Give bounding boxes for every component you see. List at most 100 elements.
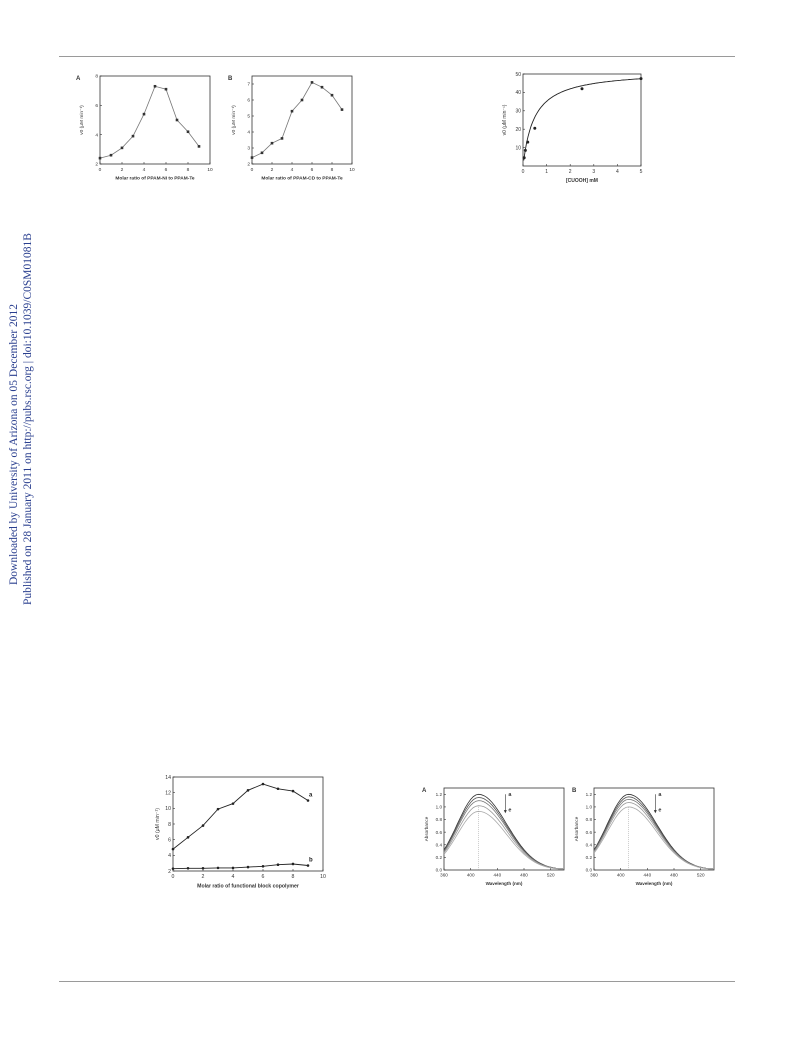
x-tick-label: 2: [202, 874, 205, 880]
data-point: [290, 109, 294, 113]
publication-notice: Published on 28 January 2011 on http://p…: [22, 233, 34, 605]
series-line: [172, 783, 309, 850]
spectrum-line: [443, 800, 564, 870]
fit-curve: [523, 78, 642, 161]
y-tick-label: 6: [247, 98, 250, 104]
data-point: [186, 836, 190, 839]
x-tick-label: 5: [640, 169, 643, 175]
x-tick-label: 6: [262, 874, 265, 880]
data-point: [186, 866, 190, 870]
spectrum-line: [443, 810, 564, 870]
data-point: [186, 130, 190, 134]
x-tick-label: 400: [617, 873, 625, 878]
x-axis-label: Molar ratio of PPAM-NI to PPAM-Te: [115, 176, 194, 182]
x-tick-label: 8: [292, 874, 295, 880]
panel-label: B: [572, 788, 577, 794]
y-tick-label: 2: [247, 162, 250, 168]
data-point: [246, 789, 250, 792]
data-point: [306, 864, 310, 867]
x-tick-label: 520: [547, 873, 555, 878]
data-point: [526, 140, 530, 144]
y-tick-label: 40: [515, 90, 521, 96]
x-tick-label: 440: [493, 873, 501, 878]
data-point: [261, 865, 265, 868]
y-tick-label: 0.0: [586, 868, 593, 873]
data-point: [201, 866, 205, 870]
y-axis-label: v0 (μM min⁻¹): [79, 105, 85, 135]
data-point: [340, 108, 344, 111]
x-tick-label: 480: [670, 873, 678, 878]
arrow-start-label: a: [658, 792, 662, 798]
x-tick-label: 6: [311, 167, 314, 173]
x-tick-label: 360: [440, 873, 448, 878]
x-tick-label: 4: [616, 169, 619, 175]
data-point: [142, 112, 146, 116]
x-tick-label: 480: [520, 873, 528, 878]
data-point: [291, 862, 295, 866]
spectrum-line: [593, 796, 714, 870]
y-tick-label: 4: [95, 132, 98, 138]
header-rule: [59, 56, 735, 57]
series-line: [251, 81, 343, 158]
data-point: [231, 802, 235, 805]
data-point: [522, 156, 526, 160]
y-tick-label: 0.8: [586, 817, 593, 822]
y-axis-label: Absorbance: [424, 816, 429, 841]
figure-cuooh-kinetics: 0 1 2 3 4 5 10 20 30 40 50 [CUOOH] mM v0 (μM min⁻¹): [495, 68, 660, 198]
plot-frame: [593, 787, 715, 871]
data-point: [246, 865, 250, 869]
y-axis-label: v0 (μM min⁻¹): [155, 808, 161, 840]
x-tick-label: 0: [522, 169, 525, 175]
x-axis-label: Molar ratio of PPAM-CD to PPAM-Te: [261, 176, 343, 182]
x-tick-label: 3: [592, 169, 595, 175]
data-point: [164, 87, 168, 91]
data-point: [300, 98, 304, 102]
x-tick-label: 520: [697, 873, 705, 878]
x-axis-label: Wavelength (nm): [486, 881, 523, 886]
series-line: [172, 863, 309, 870]
data-point: [250, 156, 254, 159]
data-point: [306, 799, 310, 802]
data-point: [260, 151, 264, 155]
series-line: [99, 85, 200, 159]
plot-frame: [443, 787, 565, 871]
y-tick-label: 5: [247, 114, 250, 120]
arrow-end-label: e: [508, 807, 511, 813]
panel-label: B: [228, 76, 233, 82]
x-tick-label: 10: [320, 874, 326, 880]
y-tick-label: 6: [168, 837, 171, 843]
data-point: [330, 93, 334, 97]
data-point: [120, 146, 124, 150]
x-axis-label: [CUOOH] mM: [566, 178, 598, 184]
x-tick-label: 6: [165, 167, 168, 173]
series-label: b: [309, 858, 313, 864]
y-tick-label: 7: [247, 82, 250, 88]
x-tick-label: 8: [187, 167, 190, 173]
data-point: [216, 866, 220, 870]
plot-frame: [522, 73, 642, 167]
x-tick-label: 4: [143, 167, 146, 173]
x-tick-label: 0: [99, 167, 102, 173]
y-axis-label: v0 (μM min⁻¹): [231, 105, 237, 135]
figure-cuooh-kinetics-svg: 0 1 2 3 4 5 10 20 30 40 50 [CUOOH] mM v0 (μM min⁻¹): [502, 72, 643, 184]
data-point: [523, 148, 527, 152]
data-point: [216, 807, 220, 811]
data-point: [197, 145, 201, 148]
y-tick-label: 1.0: [586, 805, 593, 810]
data-point: [291, 789, 295, 793]
spectrum-line: [593, 802, 714, 870]
y-tick-label: 0.8: [436, 817, 443, 822]
x-tick-label: 4: [291, 167, 294, 173]
plot-frame: [99, 75, 211, 165]
plot-frame: [251, 75, 353, 165]
x-tick-label: 400: [467, 873, 475, 878]
panel-label: A: [76, 76, 81, 82]
y-tick-label: 6: [95, 103, 98, 109]
data-point: [276, 787, 280, 791]
y-tick-label: 1.0: [436, 805, 443, 810]
data-point: [175, 118, 179, 122]
figure-absorbance-spectra: 360 400 440 480 520 0.0 0.2 0.4 0.6 0.8 1.0 1.2 Wave…: [422, 780, 722, 903]
data-point: [580, 87, 584, 91]
y-tick-label: 0.2: [436, 855, 443, 860]
